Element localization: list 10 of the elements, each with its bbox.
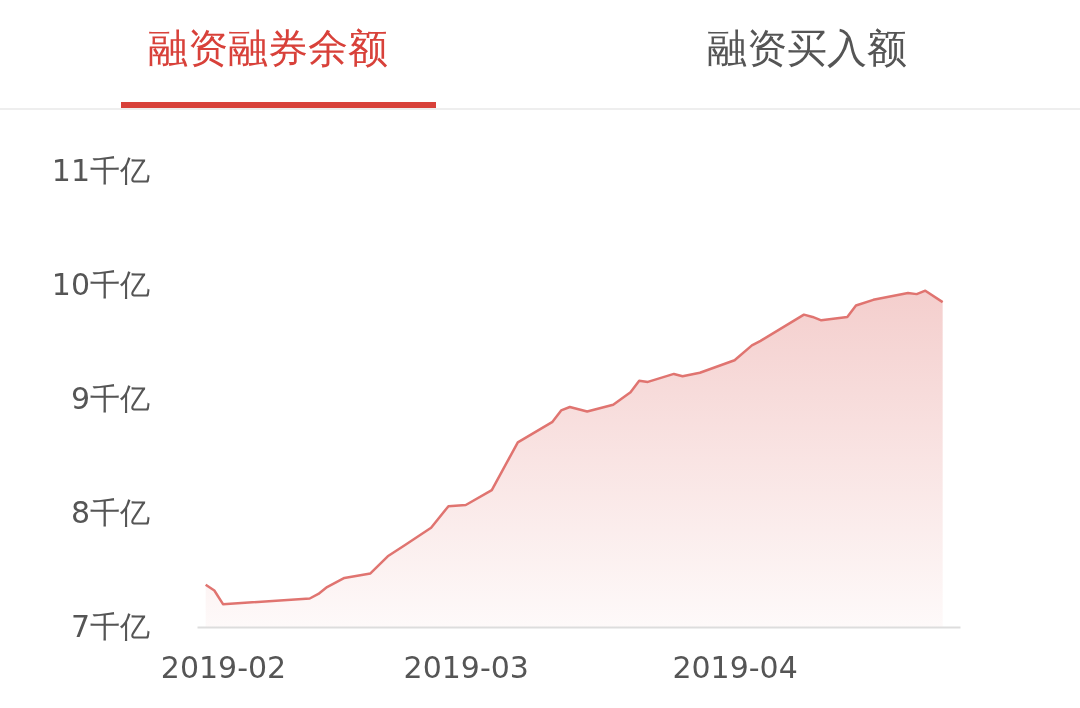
x-tick-label: 2019-04 [672, 650, 798, 686]
y-tick-label: 9千亿 [70, 381, 150, 417]
x-tick-label: 2019-02 [160, 650, 287, 686]
y-tick-label: 10千亿 [51, 267, 150, 303]
y-tick-label: 11千亿 [51, 153, 150, 189]
x-tick-label: 2019-03 [403, 650, 529, 686]
chart-title: 融资融券余额 [148, 25, 388, 71]
text: 融资买入额 [707, 25, 907, 71]
y-tick-label: 8千亿 [70, 495, 150, 531]
y-tick-label: 7千亿 [70, 609, 150, 645]
